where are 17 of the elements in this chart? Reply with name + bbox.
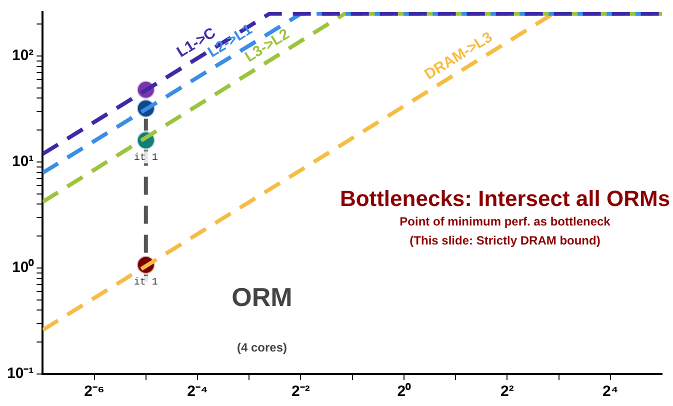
y-tick-label: 10² [12,47,34,64]
annotation: it 1 [134,152,158,164]
x-tick-label: 2² [500,383,514,400]
x-tick-label: 2⁻² [292,383,310,400]
y-tick-label: 10⁰ [12,258,35,276]
x-tick-label: 2⁻⁶ [84,383,104,400]
y-tick-label: 10¹ [12,153,34,170]
annotation: ORM [232,282,292,312]
y-tick-label: 10⁻¹ [6,365,34,382]
annotation: (4 cores) [236,340,288,354]
annotation: Bottlenecks: Intersect all ORMs [340,186,670,212]
annotation: Point of minimum perf. as bottleneck [400,214,611,228]
x-tick-label: 2⁴ [602,383,618,400]
x-tick-label: 2⁰ [397,382,412,400]
annotation: (This slide: Strictly DRAM bound) [410,233,600,248]
annotation: it 1 [134,276,158,289]
x-tick-label: 2⁻⁴ [187,383,208,400]
